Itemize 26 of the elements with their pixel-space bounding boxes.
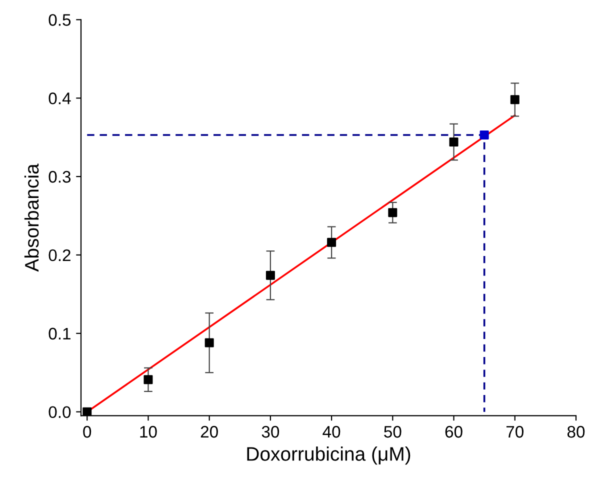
y-tick-label: 0.1 [48,328,70,340]
point [449,138,458,147]
point [327,238,336,247]
y-tick-label: 0.4 [48,92,71,104]
point [480,130,489,140]
x-tick-label: 40 [322,426,340,438]
y-tick-label: 0.3 [48,170,71,183]
point [266,270,275,280]
x-tick-label: 50 [384,426,402,438]
y-tick-label: 0.2 [48,249,70,262]
point [204,338,214,348]
point [388,208,398,218]
y-tick-label: 0.0 [48,406,71,418]
x-tick-label: 80 [567,426,585,438]
x-tick-label: 0 [83,426,92,438]
y-tick-label: 0.5 [48,14,71,26]
x-axis-title: Doxorrubicina (μM) [247,446,410,465]
x-tick-label: 20 [200,426,218,438]
point [144,375,153,384]
x-tick-label: 10 [140,426,157,438]
x-tick-label: 70 [506,426,524,438]
point [510,95,520,104]
point [82,407,92,416]
y-axis-title: Absorbancia [24,164,39,272]
x-tick-label: 60 [445,426,462,438]
x-tick-label: 30 [262,426,280,438]
